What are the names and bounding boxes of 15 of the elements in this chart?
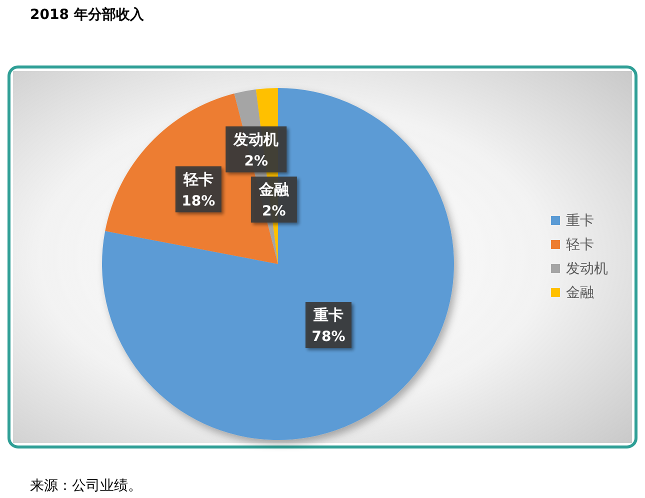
data-label: 18% [182,193,216,210]
data-label: 2% [262,204,286,220]
slice-label: 轻卡 [182,170,214,188]
pie-slice [102,88,454,440]
slice-label: 重卡 [312,306,344,324]
data-label: 78% [312,329,346,346]
legend-label: 轻卡 [566,237,594,253]
data-label: 2% [244,153,268,170]
source-note: 来源：公司业绩。 [30,478,142,494]
legend-label: 发动机 [566,261,608,277]
legend-label: 金融 [566,285,594,301]
chart-title: 2018 年分部收入 [30,6,145,23]
slice-label: 发动机 [232,130,279,148]
slice-label: 金融 [258,180,290,199]
legend-label: 重卡 [566,213,594,229]
